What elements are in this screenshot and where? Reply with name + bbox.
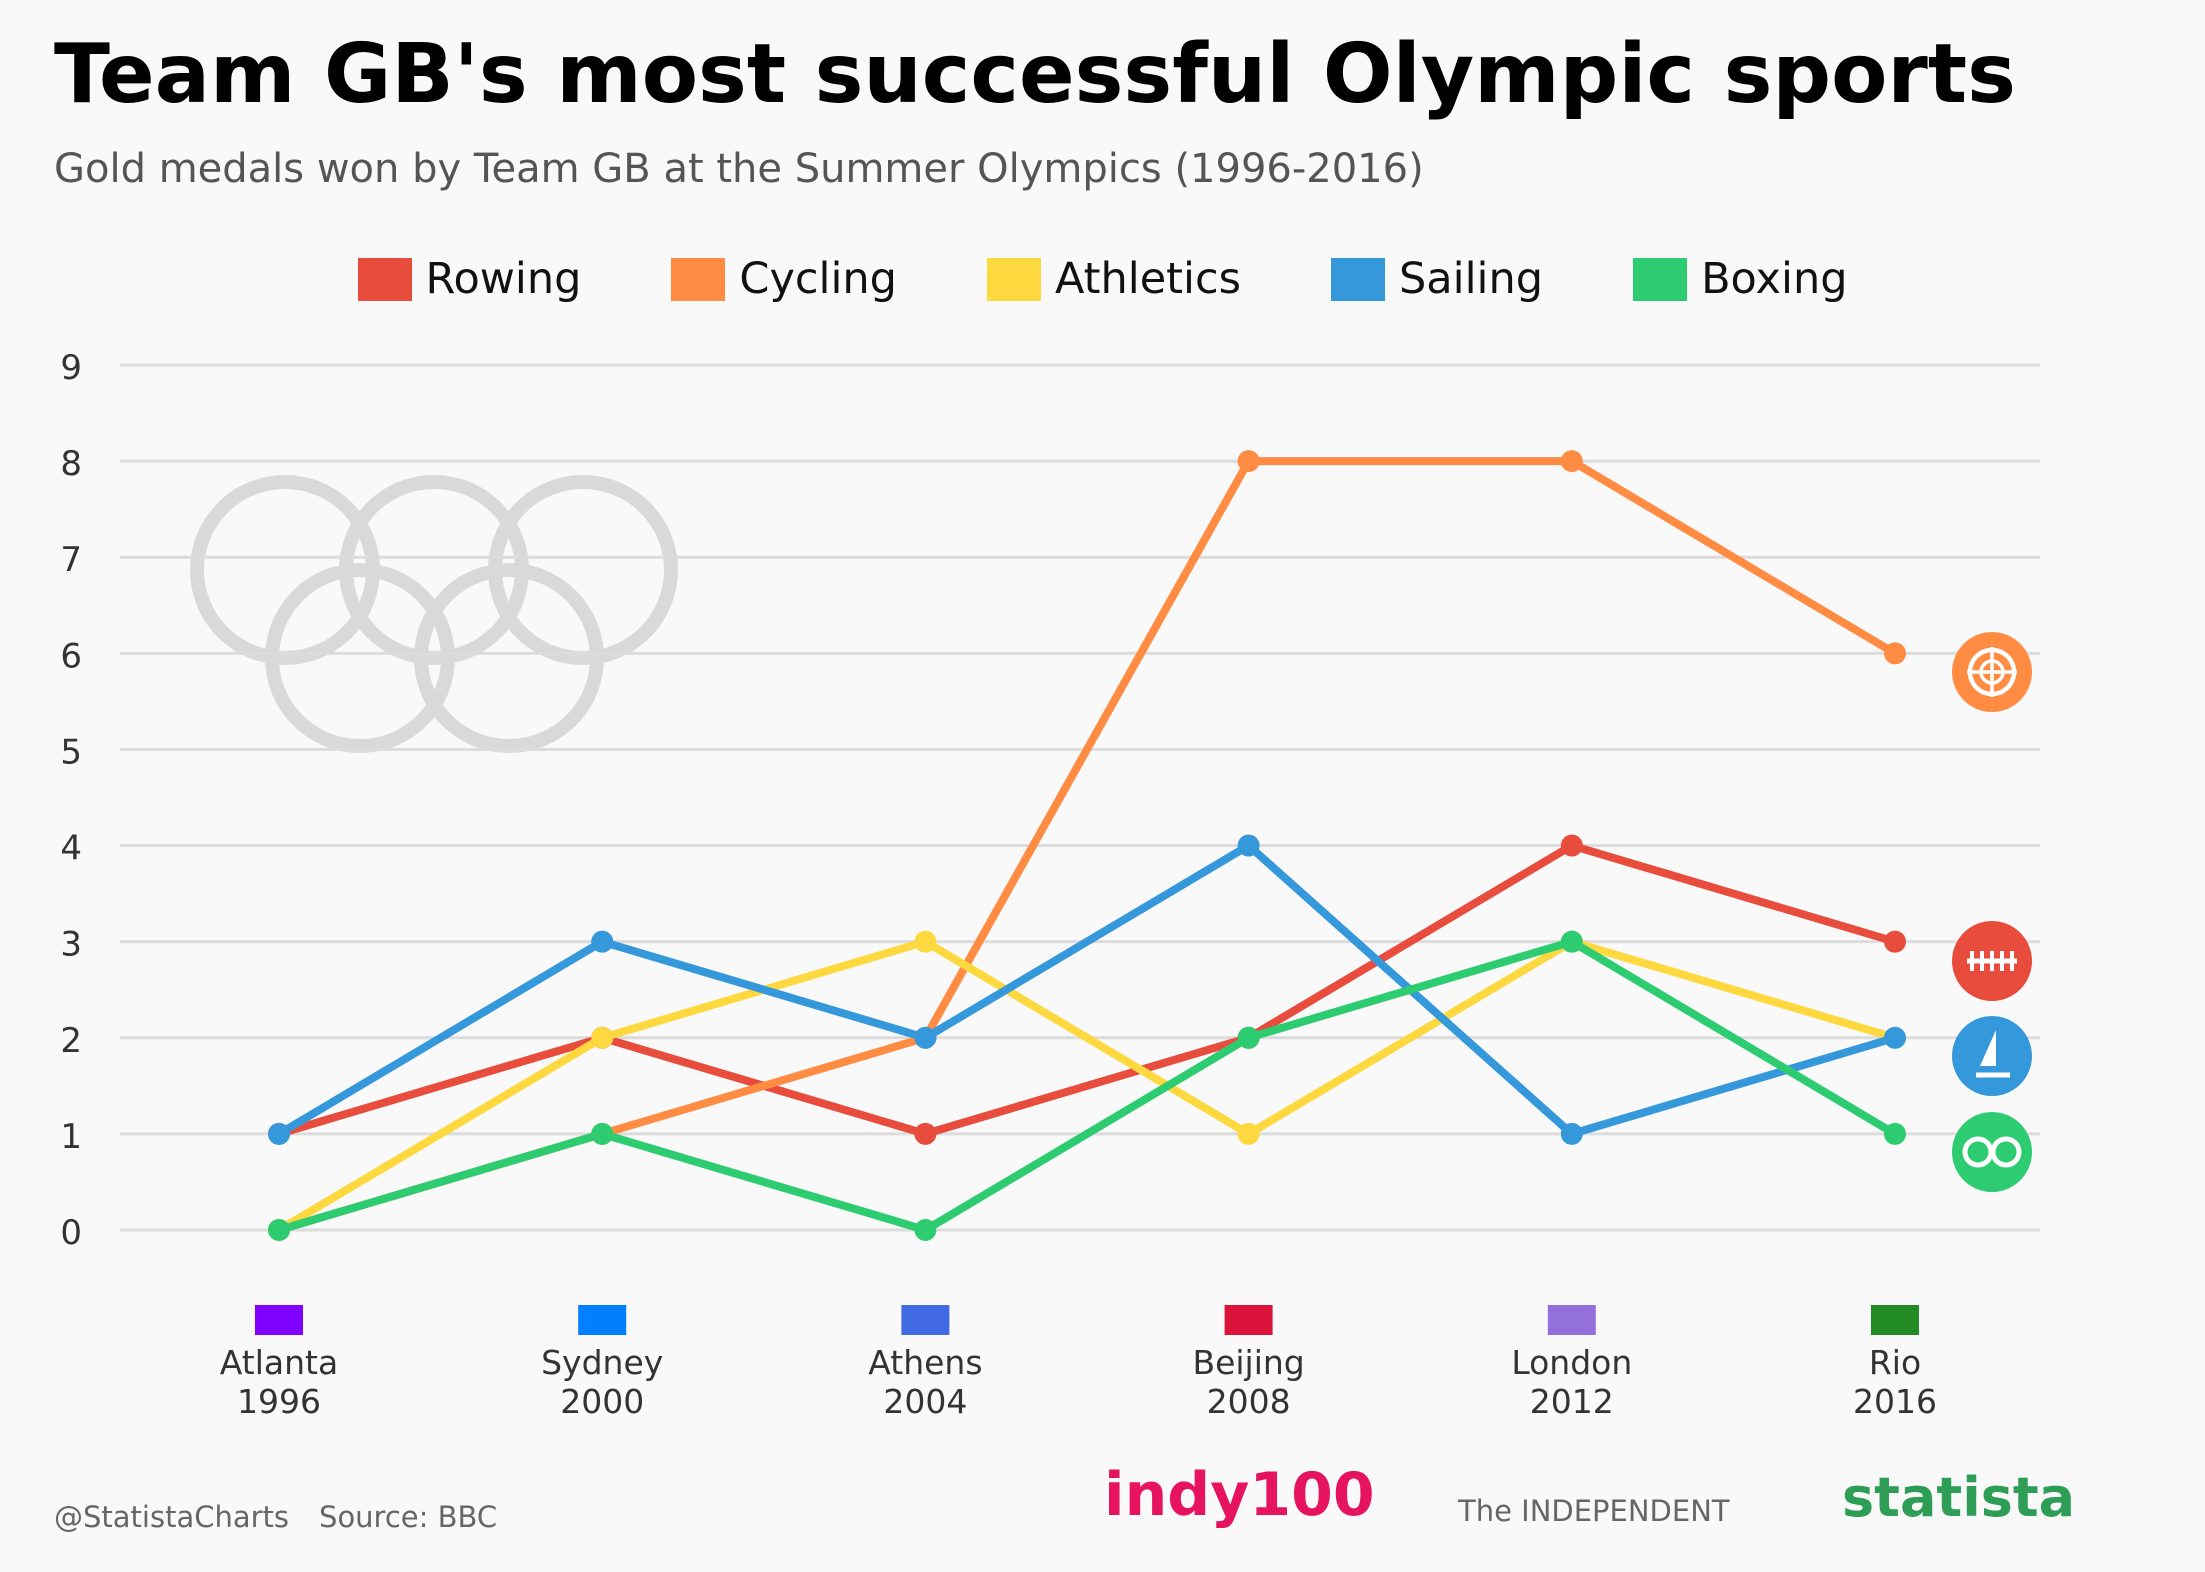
- data-point-sailing: [1884, 1026, 1906, 1049]
- legend-swatch-rowing: [357, 257, 412, 301]
- legend-item-athletics: Athletics: [986, 254, 1242, 304]
- data-point-sailing: [1237, 834, 1260, 857]
- x-tick-year: 1996: [237, 1382, 321, 1421]
- legend-item-sailing: Sailing: [1331, 254, 1543, 304]
- indy100-logo: indy100: [1104, 1460, 1375, 1530]
- x-tick-year: 2008: [1207, 1382, 1291, 1421]
- series-lines: [275, 457, 1899, 1234]
- x-tick-city: Sydney: [541, 1343, 663, 1382]
- legend-item-rowing: Rowing: [357, 254, 582, 304]
- x-tick-city: Athens: [868, 1343, 982, 1382]
- flag-athens: [901, 1305, 950, 1335]
- data-point-rowing: [1560, 834, 1583, 857]
- legend-label-athletics: Athletics: [1054, 254, 1242, 304]
- x-axis: Atlanta1996Sydney2000Athens2004Beijing20…: [220, 1305, 1937, 1421]
- olympic-rings-icon: [190, 475, 678, 753]
- y-tick-label: 0: [60, 1213, 82, 1253]
- y-tick-label: 3: [60, 925, 82, 965]
- grid: [120, 363, 2040, 1232]
- y-tick-label: 7: [60, 540, 82, 580]
- y-tick-label: 9: [60, 348, 82, 388]
- flag-sydney: [578, 1305, 627, 1335]
- sailing-icon: [1952, 1016, 2032, 1096]
- statista-handle: @StatistaCharts: [54, 1500, 290, 1534]
- data-point-boxing: [1884, 1122, 1906, 1145]
- y-tick-label: 5: [60, 732, 82, 772]
- series-points: [268, 450, 1906, 1241]
- data-point-sailing: [914, 1026, 937, 1049]
- y-tick-label: 2: [60, 1021, 82, 1061]
- data-point-rowing: [1884, 930, 1906, 953]
- y-tick-label: 6: [60, 636, 82, 676]
- data-point-boxing: [914, 1219, 937, 1241]
- data-point-sailing: [1560, 1122, 1583, 1145]
- legend-swatch-athletics: [986, 257, 1041, 301]
- chart-title: Team GB's most successful Olympic sports: [54, 27, 2016, 122]
- legend-swatch-cycling: [671, 257, 726, 301]
- data-point-sailing: [268, 1122, 290, 1145]
- y-axis: 0 1 2 3 4 5 6 7 8 9: [60, 348, 82, 1253]
- x-tick-city: Atlanta: [220, 1343, 338, 1382]
- cycling-icon: [1952, 632, 2032, 712]
- flag-atlanta: [255, 1305, 303, 1335]
- legend-item-boxing: Boxing: [1633, 254, 1848, 304]
- legend-label-boxing: Boxing: [1701, 254, 1848, 304]
- y-tick-label: 4: [60, 829, 82, 869]
- data-point-boxing: [268, 1219, 290, 1241]
- data-point-cycling: [1884, 642, 1906, 665]
- chart-subtitle: Gold medals won by Team GB at the Summer…: [54, 146, 1424, 192]
- legend-label-cycling: Cycling: [739, 254, 897, 304]
- series-line-athletics: [275, 937, 1899, 1234]
- flag-beijing: [1224, 1305, 1273, 1335]
- y-tick-label: 1: [60, 1117, 82, 1157]
- footer-credits: @StatistaCharts Source: BBC: [54, 1500, 497, 1534]
- x-tick-year: 2004: [883, 1382, 967, 1421]
- legend: Rowing Cycling Athletics Sailing Boxing: [0, 254, 2205, 304]
- series-line-sailing: [275, 841, 1899, 1138]
- legend-label-rowing: Rowing: [425, 254, 582, 304]
- legend-label-sailing: Sailing: [1399, 254, 1544, 304]
- series-line-boxing: [275, 937, 1899, 1234]
- rowing-icon: [1952, 921, 2032, 1001]
- legend-swatch-boxing: [1633, 257, 1688, 301]
- statista-logo: statista: [1842, 1466, 2076, 1529]
- data-point-athletics: [1237, 1122, 1260, 1145]
- data-point-rowing: [914, 1122, 937, 1145]
- flag-rio: [1871, 1305, 1919, 1335]
- x-tick-city: Rio: [1869, 1343, 1921, 1382]
- source-note: Source: BBC: [319, 1500, 498, 1534]
- data-point-athletics: [591, 1026, 614, 1049]
- x-tick-year: 2016: [1853, 1382, 1937, 1421]
- x-tick-year: 2000: [560, 1382, 644, 1421]
- y-tick-label: 8: [60, 444, 82, 484]
- sport-icons: [1952, 632, 2032, 1192]
- boxing-icon: [1952, 1112, 2032, 1192]
- data-point-athletics: [914, 930, 937, 953]
- data-point-boxing: [1560, 930, 1583, 953]
- data-point-cycling: [1237, 450, 1260, 473]
- series-line-rowing: [275, 841, 1899, 1138]
- data-point-boxing: [591, 1122, 614, 1145]
- x-tick-city: Beijing: [1192, 1343, 1304, 1382]
- x-tick-city: London: [1511, 1343, 1632, 1382]
- legend-swatch-sailing: [1331, 257, 1386, 301]
- flag-london: [1547, 1305, 1596, 1335]
- data-point-sailing: [591, 930, 614, 953]
- x-tick-year: 2012: [1530, 1382, 1614, 1421]
- independent-logo: The INDEPENDENT: [1458, 1494, 1730, 1528]
- data-point-boxing: [1237, 1026, 1260, 1049]
- ring-4: [265, 563, 455, 753]
- ring-5: [414, 563, 604, 753]
- data-point-cycling: [1560, 450, 1583, 473]
- legend-item-cycling: Cycling: [671, 254, 897, 304]
